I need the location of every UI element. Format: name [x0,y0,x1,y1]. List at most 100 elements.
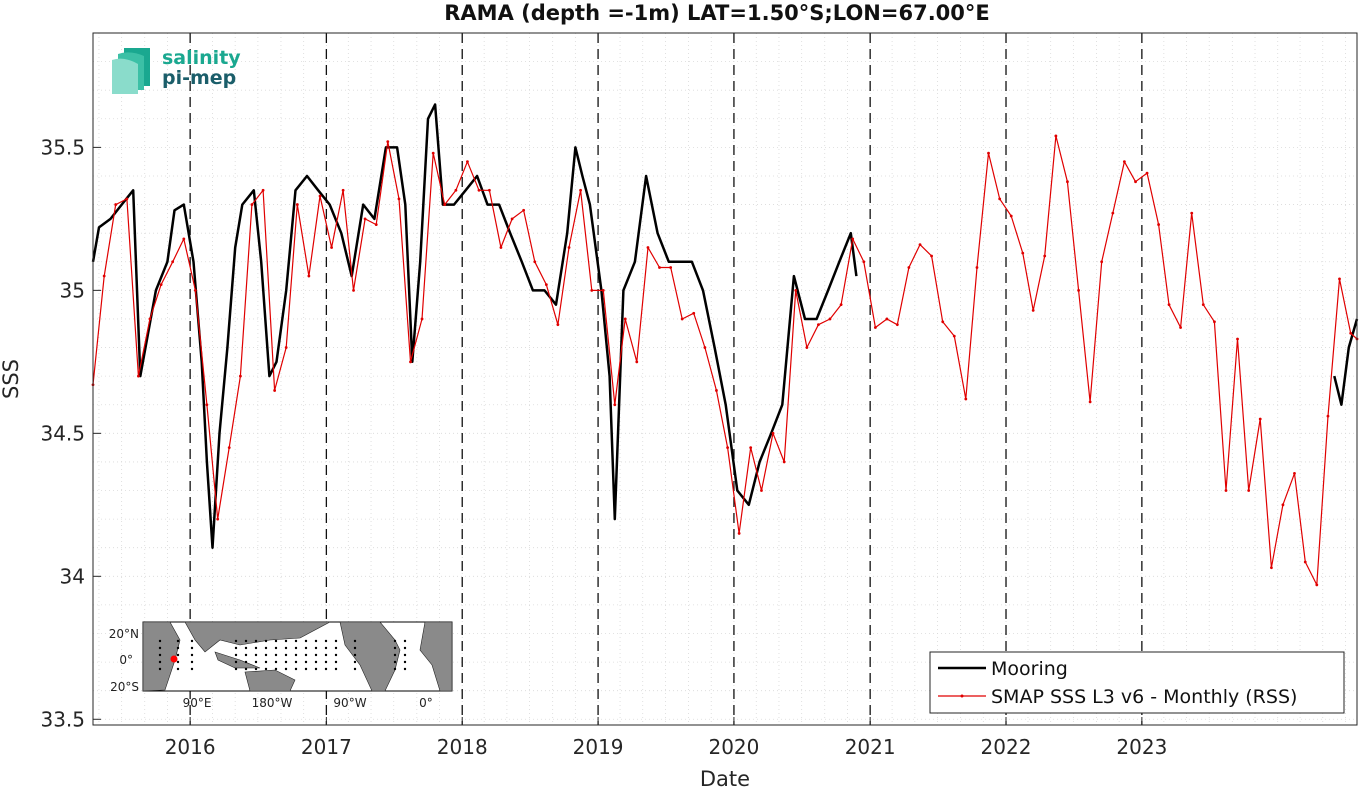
smap-data-point [851,237,855,241]
x-axis-ticks: 2016 2017 2018 2019 2020 2021 2022 2023 [165,717,1167,759]
inset-mooring-dot [244,646,248,650]
smap-data-point [193,288,197,292]
smap-data-point [692,311,696,315]
inset-mooring-dot [353,660,357,664]
smap-data-point [749,446,753,450]
smap-data-point [579,188,582,192]
smap-data-point [1190,211,1194,215]
smap-data-point [1281,503,1285,507]
inset-mooring-dot [314,653,318,657]
inset-mooring-dot [353,653,357,657]
inset-mooring-dot [334,646,338,650]
smap-data-point [1134,180,1137,184]
inset-mooring-dot [284,653,288,657]
x-tick-label: 2020 [708,735,759,759]
smap-data-point [590,288,594,292]
smap-data-point [987,151,990,155]
smap-data-point [1100,260,1104,264]
smap-data-point [114,203,118,206]
smap-data-point [352,288,355,292]
smap-data-point [567,246,571,249]
mooring-series-line [91,103,1359,549]
inset-mooring-dot [244,660,248,664]
smap-data-point [1179,326,1182,329]
smap-data-point [658,266,661,269]
smap-data-point [1145,171,1149,175]
inset-mooring-dot [158,653,162,657]
inset-mooring-dot [304,667,308,671]
inset-mooring-dot [176,653,180,657]
inset-mooring-dot [393,660,397,664]
smap-data-point [307,274,311,278]
inset-mooring-dot [176,646,180,650]
inset-mooring-dot [294,646,298,650]
inset-mooring-dot [294,639,298,643]
legend-mooring-label: Mooring [991,658,1068,680]
inset-mooring-dot [176,667,180,671]
x-tick-label: 2017 [301,735,352,759]
inset-mooring-dot [393,667,397,671]
smap-data-point [839,303,843,307]
smap-data-point [794,288,798,292]
inset-mooring-dot [234,653,238,657]
inset-mooring-dot [190,660,194,664]
inset-mooring-dot [158,667,162,671]
inset-mooring-dot [403,639,407,643]
inset-mooring-dot [264,667,268,671]
mooring-array-dots [158,639,407,671]
inset-mooring-dot [274,653,278,657]
smap-data-point [477,188,481,192]
smap-data-point [386,140,390,144]
inset-mooring-dot [304,646,308,650]
inset-lat-label-20n: 20°N [109,627,139,641]
legend: Mooring SMAP SSS L3 v6 - Monthly (RSS) [929,651,1345,714]
smap-data-point [1054,134,1058,138]
inset-mooring-dot [264,660,268,664]
inset-mooring-dot [254,639,258,643]
smap-data-point [885,317,889,321]
x-tick-label: 2019 [573,735,624,759]
y-tick-label: 34 [60,564,85,588]
smap-data-point [261,188,265,192]
smap-data-point [918,243,922,247]
inset-mooring-dot [393,639,397,643]
inset-mooring-dot [254,667,258,671]
smap-data-point [431,151,435,155]
inset-mooring-dot [294,653,298,657]
smap-data-point [1293,471,1296,475]
smap-data-point [1021,251,1025,255]
smap-data-point [330,246,333,249]
inset-mooring-dot [334,667,338,671]
smap-data-point [669,266,673,269]
smap-data-point [817,323,820,327]
inset-mooring-dot [403,667,407,671]
inset-mooring-dot [190,639,194,643]
smap-data-point [952,334,956,338]
x-tick-label: 2022 [981,735,1032,759]
smap-data-point [1122,160,1126,164]
inset-mooring-dot [274,660,278,664]
americas-landmass [339,621,401,692]
inset-mooring-dot [353,639,357,643]
smap-data-point [420,317,424,321]
smap-data-point [601,288,605,292]
smap-data-point [998,197,1002,201]
salinity-pi-mep-logo: salinity pi-mep [110,46,250,96]
smap-data-point [1224,489,1228,492]
smap-data-point [1201,303,1205,307]
smap-data-point [227,446,231,450]
inset-lon-label-90e: 90°E [183,696,212,710]
legend-smap-label: SMAP SSS L3 v6 - Monthly (RSS) [991,686,1297,708]
inset-mooring-dot [314,639,318,643]
smap-data-point [1349,331,1353,335]
smap-data-point [1338,277,1341,281]
smap-data-point [975,266,979,269]
x-tick-label: 2021 [845,735,896,759]
smap-data-point [250,203,254,206]
smap-data-point [137,374,140,378]
smap-data-point [409,360,412,364]
smap-data-point [284,346,288,349]
inset-mooring-dot [314,667,318,671]
inset-mooring-dot [403,660,407,664]
smap-data-point [726,446,730,450]
